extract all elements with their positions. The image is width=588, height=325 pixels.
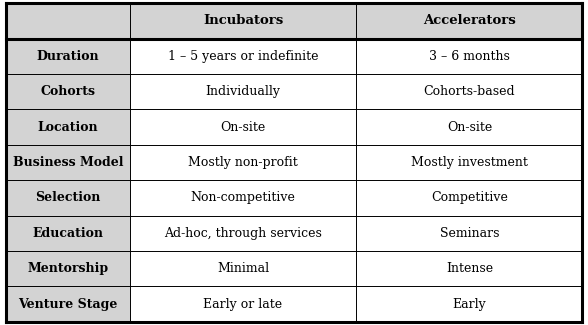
Text: Early: Early — [453, 298, 486, 311]
Text: 3 – 6 months: 3 – 6 months — [429, 50, 510, 63]
Text: Mostly non-profit: Mostly non-profit — [188, 156, 298, 169]
Bar — [130, 110, 356, 145]
Bar — [6, 39, 130, 74]
Text: Cohorts-based: Cohorts-based — [423, 85, 515, 98]
Text: On-site: On-site — [447, 121, 492, 134]
Text: Non-competitive: Non-competitive — [191, 191, 295, 204]
Bar — [130, 180, 356, 215]
Bar — [6, 215, 130, 251]
Bar — [356, 215, 583, 251]
Bar — [356, 39, 583, 74]
Text: Cohorts: Cohorts — [41, 85, 95, 98]
Text: Early or late: Early or late — [203, 298, 283, 311]
Bar — [356, 251, 583, 286]
Bar — [130, 251, 356, 286]
Bar — [130, 3, 356, 39]
Text: Location: Location — [38, 121, 98, 134]
Bar — [356, 110, 583, 145]
Bar — [130, 215, 356, 251]
Text: Mentorship: Mentorship — [27, 262, 108, 275]
Text: Business Model: Business Model — [12, 156, 123, 169]
Bar — [356, 74, 583, 110]
Bar — [356, 3, 583, 39]
Bar — [6, 180, 130, 215]
Text: Competitive: Competitive — [431, 191, 508, 204]
Bar — [6, 286, 130, 322]
Bar — [130, 145, 356, 180]
Text: Seminars: Seminars — [440, 227, 499, 240]
Text: Accelerators: Accelerators — [423, 14, 516, 27]
Bar — [6, 145, 130, 180]
Bar — [6, 251, 130, 286]
Bar — [356, 145, 583, 180]
Text: Venture Stage: Venture Stage — [18, 298, 118, 311]
Bar — [356, 286, 583, 322]
Bar — [356, 180, 583, 215]
Text: Duration: Duration — [36, 50, 99, 63]
Bar — [130, 74, 356, 110]
Text: Incubators: Incubators — [203, 14, 283, 27]
Text: Mostly investment: Mostly investment — [411, 156, 528, 169]
Text: Individually: Individually — [205, 85, 280, 98]
Text: On-site: On-site — [220, 121, 266, 134]
Text: Minimal: Minimal — [217, 262, 269, 275]
Text: Ad-hoc, through services: Ad-hoc, through services — [164, 227, 322, 240]
Text: Education: Education — [32, 227, 103, 240]
Bar — [130, 286, 356, 322]
Text: Intense: Intense — [446, 262, 493, 275]
Bar — [6, 3, 130, 39]
Bar — [6, 74, 130, 110]
Text: Selection: Selection — [35, 191, 101, 204]
Bar — [6, 110, 130, 145]
Bar — [130, 39, 356, 74]
Text: 1 – 5 years or indefinite: 1 – 5 years or indefinite — [168, 50, 318, 63]
